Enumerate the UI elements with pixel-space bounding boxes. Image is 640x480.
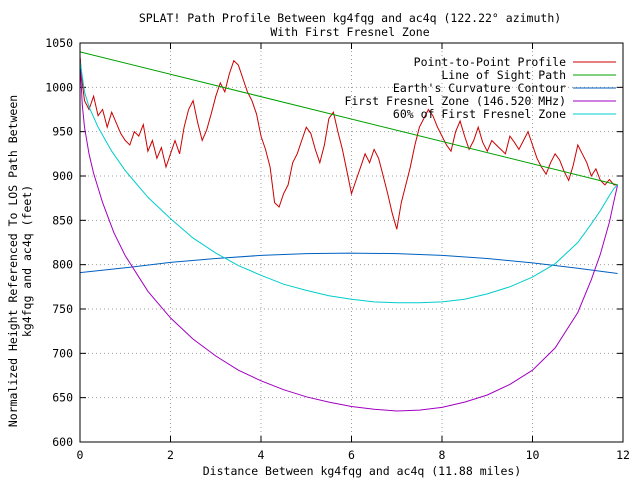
y-axis-label-line2: kg4fqg and ac4q (feet) [20,185,34,337]
series-lines [79,51,619,412]
y-tick-label: 950 [52,125,73,139]
x-tick-label: 12 [616,448,630,462]
y-tick-label: 650 [52,391,73,405]
series-line-1 [79,51,618,186]
x-tick-labels: 0 2 4 6 8 10 12 [77,448,630,462]
y-tick-label: 750 [52,302,73,316]
series-line-0 [79,56,618,230]
legend-label-1: Line of Sight Path [441,68,566,82]
y-tick-label: 1050 [45,36,73,50]
y-tick-label: 1000 [45,80,73,94]
chart-subtitle: With First Fresnel Zone [270,25,429,39]
series-line-3 [79,60,619,412]
x-tick-label: 6 [348,448,355,462]
y-axis-label-line1: Normalized Height Referenced To LOS Path… [6,95,20,427]
chart-title: SPLAT! Path Profile Between kg4fqg and a… [139,11,561,25]
x-tick-label: 10 [526,448,540,462]
y-tick-label: 850 [52,213,73,227]
legend-label-2: Earth's Curvature Contour [393,81,566,95]
y-tick-label: 700 [52,346,73,360]
y-tick-label: 900 [52,169,73,183]
x-axis-label: Distance Between kg4fqg and ac4q (11.88 … [203,464,522,478]
grid-lines [80,43,623,442]
legend-label-0: Point-to-Point Profile [414,55,566,69]
series-line-4 [79,60,618,304]
x-tick-label: 0 [77,448,84,462]
legend-label-4: 60% of First Fresnel Zone [393,107,566,121]
y-tick-label: 800 [52,258,73,272]
x-tick-label: 2 [167,448,174,462]
x-tick-label: 8 [439,448,446,462]
plot-frame [79,42,624,443]
y-tick-labels: 600 650 700 750 800 850 900 950 1000 1050 [45,36,73,449]
x-tick-label: 4 [258,448,265,462]
legend-label-3: First Fresnel Zone (146.520 MHz) [344,94,566,108]
y-tick-label: 600 [52,435,73,449]
series-line-2 [79,252,618,274]
